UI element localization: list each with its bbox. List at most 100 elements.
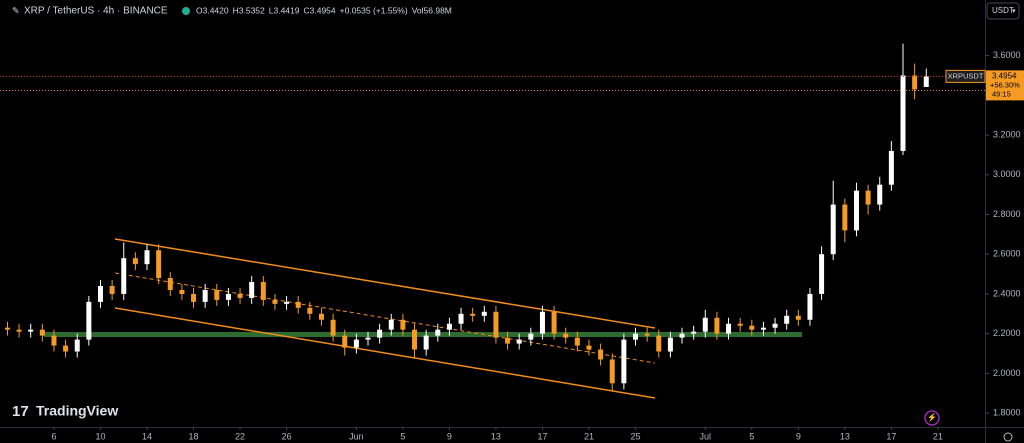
x-tick-label: 14 (142, 431, 152, 441)
candle-body (737, 323, 743, 326)
candle-body (830, 204, 836, 255)
candle-body (74, 339, 80, 352)
candle-body (586, 345, 592, 350)
candle-body (819, 254, 825, 294)
candle-body (563, 333, 569, 338)
support-zone (44, 332, 802, 337)
candle-body (342, 335, 348, 348)
logo-mark: 17 (12, 403, 29, 420)
x-tick-label: 18 (189, 431, 199, 441)
candle-body (191, 293, 197, 302)
ohlc-value: C3.4954 (304, 5, 336, 15)
alert-icon[interactable] (924, 410, 940, 426)
x-tick-label: 13 (840, 431, 850, 441)
y-tick-label: 2.2000 (993, 328, 1021, 338)
candle-body (853, 190, 859, 231)
candle-body (865, 190, 871, 205)
candle-body (412, 329, 418, 350)
candle-body (144, 250, 150, 265)
candle-body (632, 333, 638, 340)
candle-body (644, 333, 650, 336)
x-tick-label: 25 (630, 431, 640, 441)
x-tick-label: 26 (282, 431, 292, 441)
ohlc-value: +0.0535 (+1.55%) (340, 5, 408, 15)
candle-body (109, 285, 115, 294)
candle-body (167, 278, 173, 290)
price-label-box (986, 70, 1024, 101)
candle-body (295, 301, 301, 308)
x-tick-label: 21 (933, 431, 943, 441)
ohlc-value: L3.4419 (269, 5, 300, 15)
candle-body (877, 184, 883, 205)
candle-body (86, 301, 92, 340)
y-tick-label: 2.8000 (993, 209, 1021, 219)
candle-body (458, 313, 464, 324)
candle-body (121, 258, 127, 294)
change-label: +56.30% (990, 80, 1020, 89)
market-status (182, 7, 190, 15)
candle-body (51, 335, 57, 346)
y-tick-label: 3.6000 (993, 50, 1021, 60)
candle-body (574, 337, 580, 346)
currency-caret: ▾ (1012, 8, 1016, 15)
candle-body (307, 307, 313, 314)
symbol-icon: ✎ (12, 5, 20, 15)
y-tick-label: 2.0000 (993, 368, 1021, 378)
candle-body (63, 345, 69, 352)
candle-body (888, 150, 894, 185)
x-tick-label: 22 (235, 431, 245, 441)
volume: Vol56.98M (412, 5, 452, 15)
currency-button[interactable] (986, 2, 1020, 20)
candle-body (470, 313, 476, 316)
candle-body (237, 293, 243, 298)
candle-body (435, 329, 441, 336)
candle-body (481, 311, 487, 316)
y-tick-label: 1.8000 (993, 407, 1021, 417)
x-tick-label: 5 (749, 431, 754, 441)
candle-body (679, 333, 685, 338)
candle-body (318, 313, 324, 320)
candle-body (621, 339, 627, 384)
x-tick-label: 9 (447, 431, 452, 441)
candle-body (400, 319, 406, 330)
channel-lower (114, 307, 656, 399)
candle-body (923, 76, 929, 87)
candle-body (284, 301, 290, 304)
candle-body (656, 335, 662, 352)
candle-body (388, 319, 394, 330)
symbol-label: XRPUSDT (948, 71, 984, 80)
channel-upper (114, 238, 656, 329)
candle-body (609, 359, 615, 384)
candle-body (551, 311, 557, 334)
candle-body (598, 349, 604, 360)
candle-body (516, 339, 522, 344)
currency-label: USDT (992, 6, 1014, 15)
candle-body (760, 327, 766, 330)
x-tick-label: 17 (886, 431, 896, 441)
x-tick-label: Jul (700, 431, 712, 441)
candle-body (842, 204, 848, 231)
candle-body (900, 75, 906, 151)
candle-body (4, 327, 10, 330)
candle-body (260, 282, 266, 300)
candle-body (702, 317, 708, 332)
candle-body (249, 282, 255, 298)
y-tick-label: 3.0000 (993, 169, 1021, 179)
candle-body (353, 339, 359, 348)
candle-body (528, 333, 534, 340)
candle-body (446, 323, 452, 330)
candle-body (749, 325, 755, 330)
candle-body (505, 337, 511, 344)
ohlc-value: H3.5352 (233, 5, 265, 15)
candle-body (365, 337, 371, 340)
candle-body (784, 315, 790, 324)
x-tick-label: 10 (95, 431, 105, 441)
candle-body (97, 285, 103, 302)
x-tick-label: Jun (349, 431, 364, 441)
candle-body (225, 293, 231, 300)
candle-body (330, 319, 336, 336)
candle-body (912, 75, 918, 90)
settings-icon[interactable] (1003, 432, 1013, 442)
